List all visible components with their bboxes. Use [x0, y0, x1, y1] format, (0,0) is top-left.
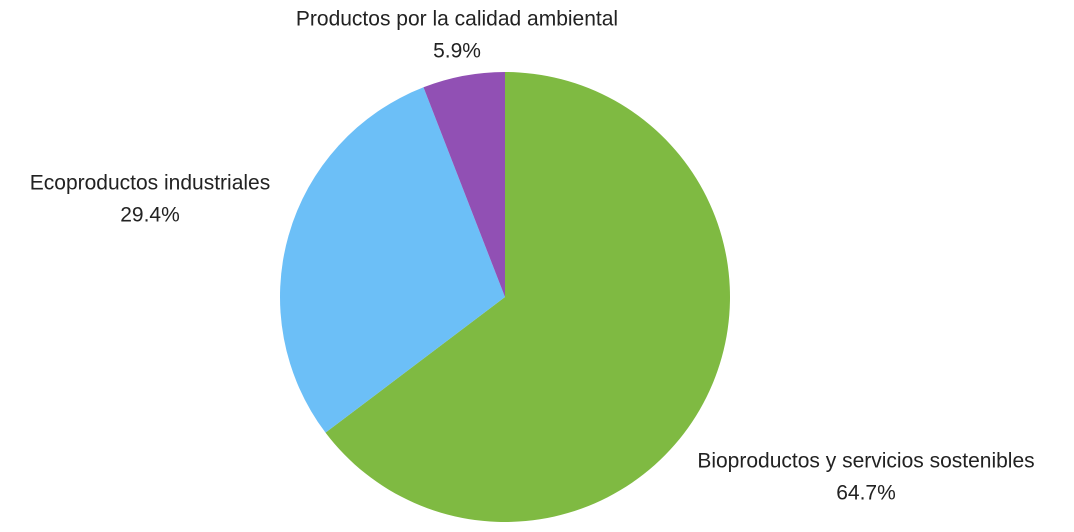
slice-value-label: 5.9%: [433, 40, 481, 63]
slice-value-label: 29.4%: [120, 204, 180, 227]
pie-slice: [325, 72, 730, 522]
pie-slice: [423, 72, 505, 297]
slice-label: Productos por la calidad ambiental: [296, 8, 618, 31]
slice-value-label: 64.7%: [836, 482, 896, 505]
pie-slice: [279, 87, 505, 433]
slice-label: Bioproductos y servicios sostenibles: [697, 450, 1034, 473]
slice-label: Ecoproductos industriales: [30, 172, 270, 195]
